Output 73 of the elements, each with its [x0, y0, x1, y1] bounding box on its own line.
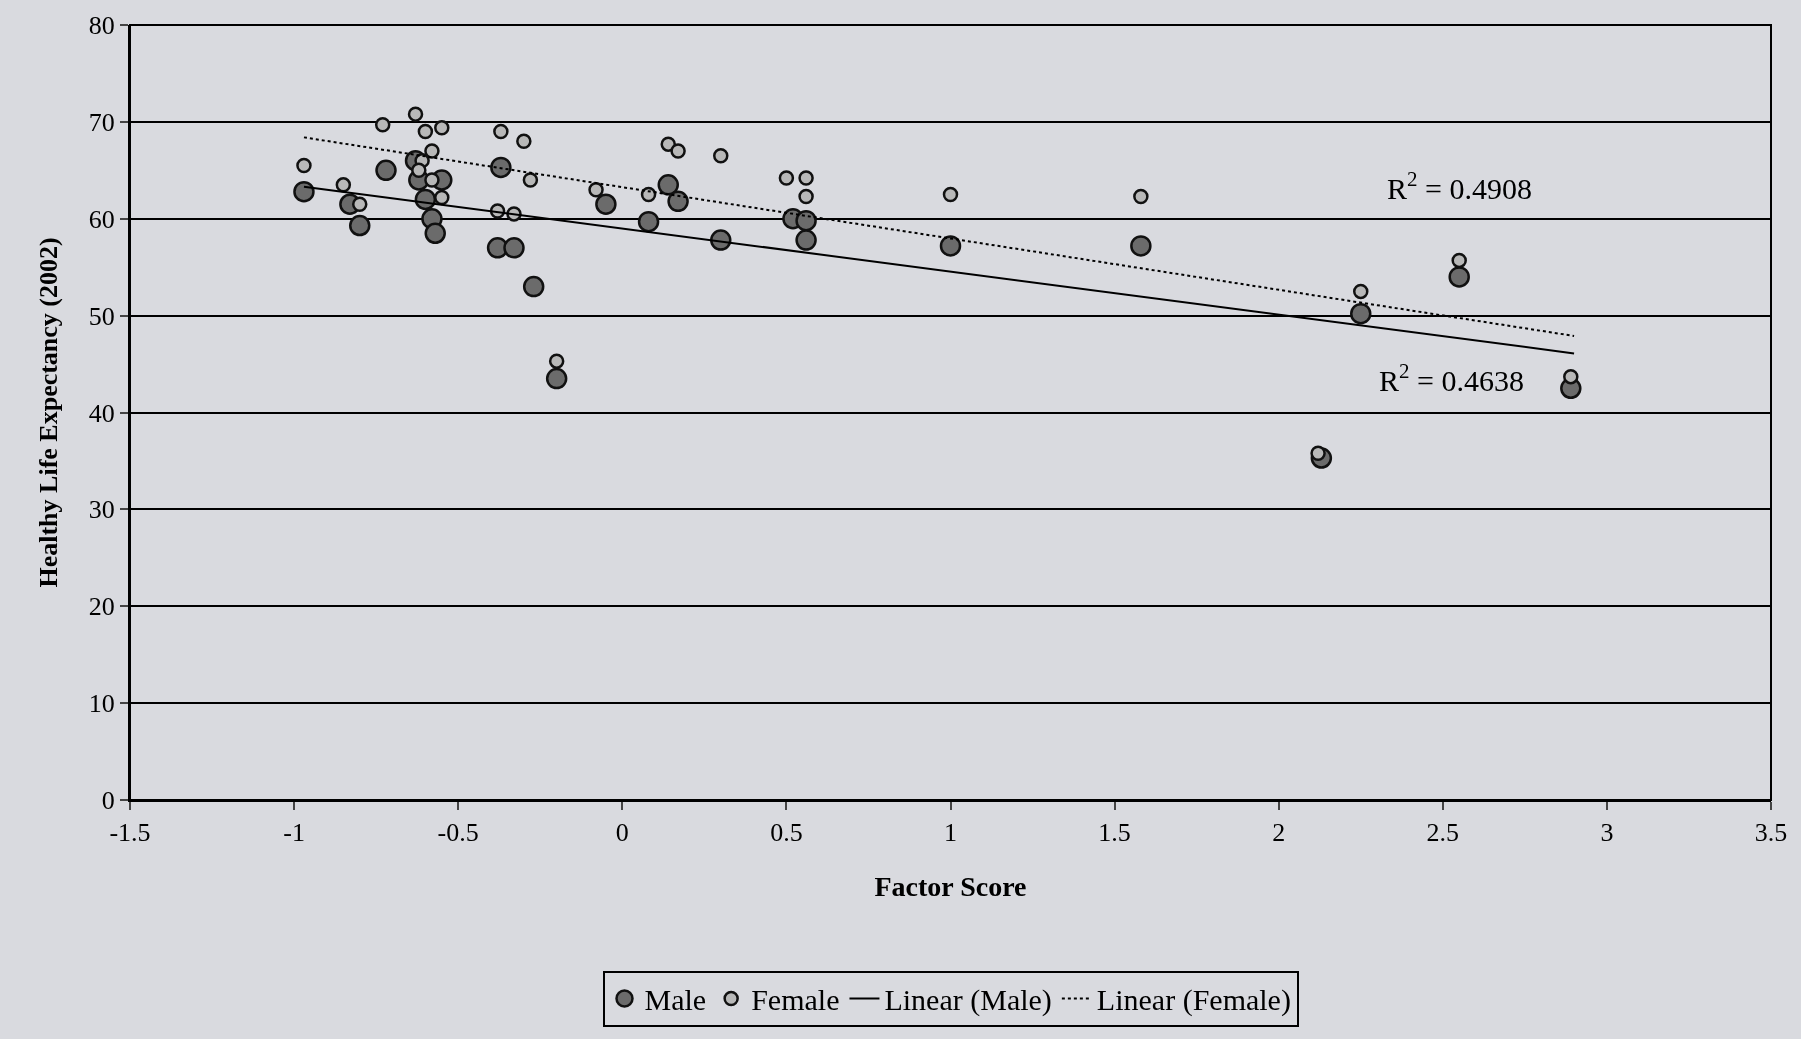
x-tick-label: 2.5	[1426, 818, 1460, 848]
y-tick-label: 80	[88, 11, 115, 41]
point	[795, 229, 817, 251]
point	[417, 123, 434, 140]
point	[434, 119, 450, 136]
y-tick-label: 0	[101, 786, 115, 816]
point	[1353, 283, 1369, 300]
legend-label: Female	[751, 983, 840, 1017]
point	[411, 162, 427, 179]
point	[637, 210, 660, 233]
legend-label: Linear (Female)	[1096, 983, 1291, 1018]
point	[545, 367, 568, 390]
x-axis-title: Factor Score	[874, 870, 1027, 902]
y-tick-label: 40	[88, 398, 115, 428]
x-tick-label: 3	[1600, 818, 1614, 848]
point	[657, 174, 679, 196]
point	[1133, 188, 1149, 205]
x-tick-label: 0	[615, 818, 629, 848]
y-tick-label: 60	[88, 204, 115, 234]
point	[522, 172, 539, 188]
y-tick-label: 50	[88, 301, 115, 331]
point	[522, 275, 545, 298]
point	[493, 123, 509, 140]
x-tick-label: 1	[944, 818, 957, 848]
point	[349, 214, 371, 237]
point	[424, 143, 440, 159]
point	[939, 235, 962, 257]
y-tick-label: 30	[88, 495, 115, 525]
point	[798, 188, 814, 205]
point	[503, 237, 525, 259]
point	[795, 209, 817, 232]
point	[942, 186, 959, 203]
point	[335, 177, 352, 193]
point	[778, 170, 795, 186]
y-tick-label: 70	[88, 107, 115, 137]
point	[670, 143, 686, 159]
point	[1350, 302, 1372, 325]
point	[296, 157, 312, 174]
point	[1448, 266, 1470, 288]
x-tick-label: 1.5	[1098, 818, 1131, 848]
point	[667, 190, 689, 213]
x-tick-label: -1.5	[109, 818, 151, 848]
point	[374, 117, 391, 133]
point	[352, 196, 368, 212]
y-axis-title: Healthy Life Expectancy (2002)	[33, 237, 63, 588]
point	[293, 180, 315, 203]
point	[1130, 235, 1152, 257]
point	[1563, 368, 1579, 385]
legend-label: Linear (Male)	[884, 983, 1052, 1018]
x-tick-label: -0.5	[437, 818, 479, 848]
point	[490, 156, 512, 179]
legend-label: Male	[644, 983, 707, 1017]
point	[640, 186, 657, 203]
point	[548, 353, 565, 369]
point	[516, 133, 532, 149]
x-tick-label: 3.5	[1754, 818, 1788, 848]
point	[798, 170, 814, 186]
y-tick-label: 20	[88, 592, 115, 622]
point	[713, 148, 729, 164]
point	[407, 106, 424, 122]
annotation: R$^{2}$ = 0.4638	[1379, 359, 1524, 397]
point	[434, 189, 450, 206]
point	[595, 193, 617, 215]
point	[375, 159, 397, 182]
point	[424, 172, 440, 188]
x-tick-label: -1	[283, 818, 305, 848]
point	[588, 181, 604, 198]
y-tick-label: 10	[88, 689, 115, 719]
annotation: R$^{2}$ = 0.4908	[1387, 167, 1532, 205]
x-tick-label: 0.5	[770, 818, 803, 848]
x-tick-label: 2	[1272, 818, 1286, 848]
point	[1451, 252, 1467, 269]
point	[424, 222, 446, 245]
